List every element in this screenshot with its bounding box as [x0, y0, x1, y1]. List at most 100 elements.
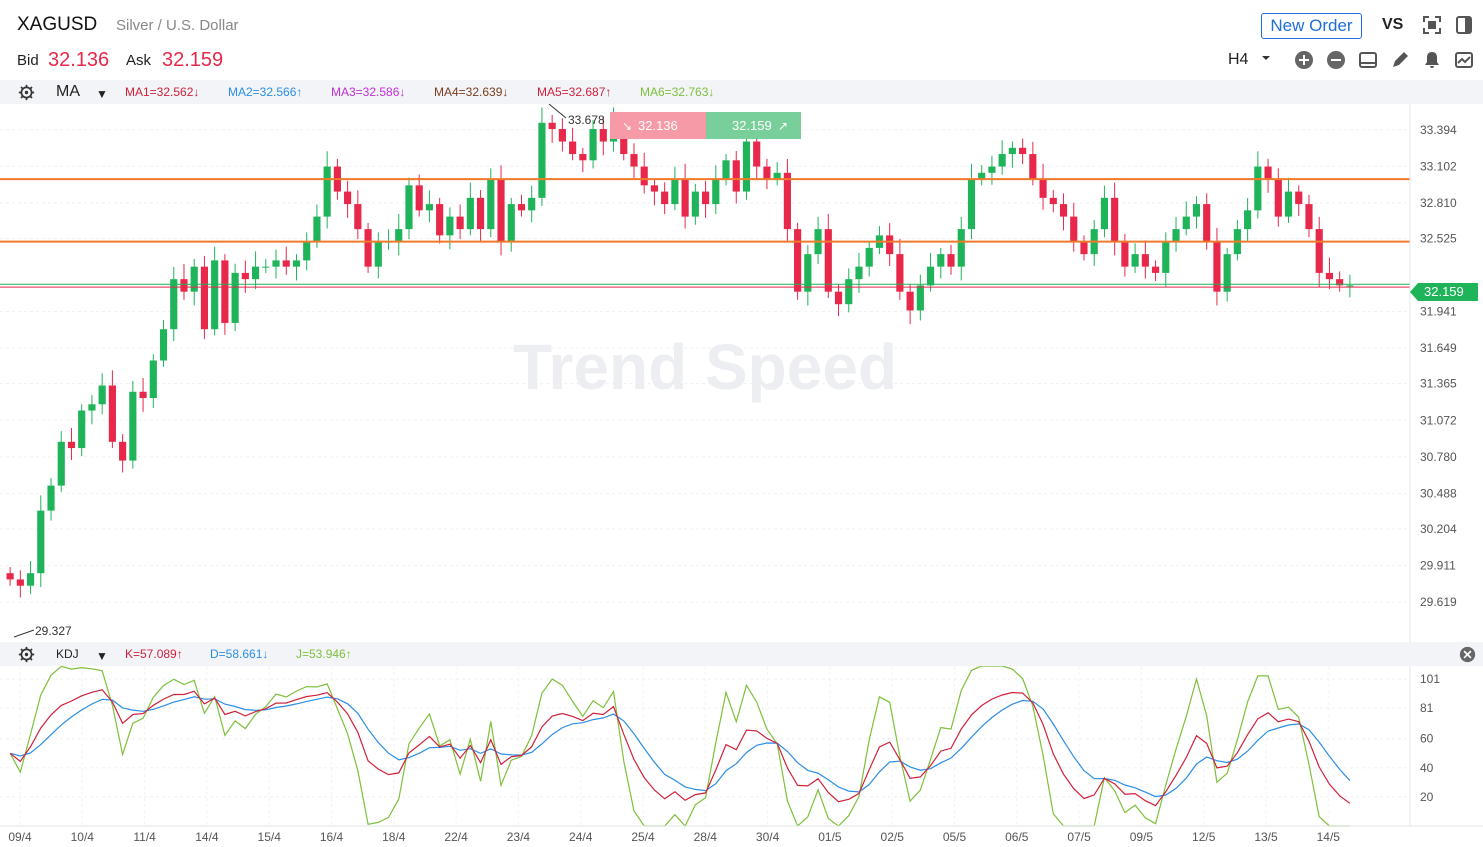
candle-body	[1274, 179, 1282, 217]
candle-body	[16, 579, 24, 586]
candle-body	[978, 172, 986, 180]
candle-body	[262, 266, 270, 268]
x-tick-label: 12/5	[1192, 830, 1216, 844]
sell-button[interactable]: ↘ 32.136	[610, 112, 706, 139]
ma-indicator-name[interactable]: MA	[56, 83, 80, 100]
candle-body	[1111, 197, 1119, 242]
candle-body	[753, 141, 761, 167]
buy-button[interactable]: 32.159 ↗	[706, 112, 801, 139]
candle-body	[1346, 285, 1354, 287]
candle-body	[78, 410, 86, 449]
kdj-tick-label: 81	[1420, 701, 1434, 715]
candle-body	[937, 254, 945, 267]
candle-body	[1192, 204, 1201, 217]
kdj-indicator-name[interactable]: KDJ	[56, 647, 79, 661]
kdj-grid	[0, 666, 1410, 826]
compare-button[interactable]: VS	[1382, 16, 1404, 33]
candle-body	[896, 254, 904, 292]
candle-body	[1305, 204, 1313, 230]
price-axis: 33.394 33.102 32.810 32.525 31.941 31.649 31.3…	[1409, 104, 1457, 642]
kdj-chart[interactable]: 101 81 60 40 20 09/4 10/4 11/4 14/4 15/4 16/4 18/4…	[0, 666, 1483, 847]
pencil-icon[interactable]	[1390, 50, 1410, 70]
gear-icon[interactable]	[18, 646, 35, 663]
candle-body	[88, 404, 96, 411]
bid-value: 32.136	[48, 49, 110, 71]
candle-body	[241, 272, 249, 280]
chevron-down-icon[interactable]: ▼	[96, 87, 108, 101]
candle-body	[558, 129, 566, 142]
ask-value: 32.159	[162, 49, 224, 71]
candle-body	[487, 179, 495, 230]
ma1-value: MA1=32.562↓	[125, 85, 200, 99]
candle-body	[446, 216, 454, 236]
zoom-in-icon[interactable]	[1294, 50, 1314, 70]
chart-settings-icon[interactable]	[1454, 50, 1474, 70]
candle-body	[354, 204, 362, 230]
candle-body	[374, 241, 382, 267]
candle-body	[119, 441, 127, 461]
x-tick-label: 14/5	[1317, 830, 1341, 844]
current-price-label: 32.159	[1424, 284, 1464, 299]
candle-body	[1080, 241, 1088, 255]
candle-body	[57, 441, 65, 486]
candle-body	[1336, 279, 1344, 286]
high-marker: 33.678	[548, 104, 605, 127]
buy-price: 32.159	[732, 118, 772, 133]
x-tick-label: 10/4	[71, 830, 95, 844]
candle-body	[538, 122, 546, 198]
candle-body	[1264, 166, 1272, 180]
candle-body	[998, 154, 1006, 167]
arrow-up-icon: ↗	[778, 119, 788, 133]
zoom-out-icon[interactable]	[1326, 50, 1346, 70]
candle-body	[957, 229, 965, 267]
candle-body	[1008, 147, 1016, 155]
y-tick-label: 29.911	[1420, 559, 1456, 573]
gear-icon[interactable]	[18, 84, 35, 101]
close-icon[interactable]	[1459, 646, 1476, 663]
candle-body	[456, 216, 464, 230]
bell-icon[interactable]	[1422, 50, 1442, 70]
layout-icon[interactable]	[1358, 50, 1378, 70]
timeframe-select[interactable]: H4	[1228, 51, 1249, 68]
x-tick-label: 05/5	[943, 830, 967, 844]
kdj-j-line	[9, 666, 1350, 828]
time-axis: 09/4 10/4 11/4 14/4 15/4 16/4 18/4 22/4 23/4 24/4…	[0, 825, 1483, 844]
kdj-lines	[9, 666, 1351, 828]
x-tick-label: 09/4	[8, 830, 32, 844]
ma4-value: MA4=32.639↓	[434, 85, 509, 99]
symbol-title: XAGUSD	[17, 14, 98, 35]
candle-body	[886, 235, 894, 255]
candle-body	[272, 260, 280, 267]
candle-body	[650, 185, 659, 192]
ma3-value: MA3=32.586↓	[331, 85, 406, 99]
candle-body	[1151, 266, 1160, 273]
new-order-button[interactable]: New Order	[1261, 13, 1362, 39]
candle-body	[1131, 254, 1139, 267]
candle-body	[742, 141, 751, 192]
kdj-k-line	[9, 689, 1351, 807]
candle-body	[26, 573, 35, 586]
price-chart[interactable]: Trend Speed 33.394 33.102 32.810 32.525 31.9…	[0, 104, 1483, 642]
candle-body	[282, 260, 290, 267]
candle-body	[732, 160, 740, 192]
candle-body	[517, 204, 526, 211]
panel-toggle-icon[interactable]	[1454, 15, 1474, 35]
candle-body	[139, 391, 147, 399]
fullscreen-icon[interactable]	[1422, 15, 1442, 35]
candle-body	[804, 254, 812, 292]
symbol-description: Silver / U.S. Dollar	[116, 17, 239, 34]
x-tick-label: 24/4	[569, 830, 593, 844]
candle-body	[589, 129, 597, 161]
candle-body	[231, 272, 239, 323]
y-tick-label: 33.102	[1420, 159, 1457, 173]
chevron-down-icon[interactable]: ▼	[96, 649, 108, 663]
candle-body	[200, 266, 209, 330]
x-tick-label: 07/5	[1067, 830, 1091, 844]
watermark: Trend Speed	[513, 331, 897, 403]
chevron-down-icon[interactable]	[1260, 52, 1272, 64]
candle-body	[466, 197, 474, 230]
candle-body	[967, 179, 976, 230]
candle-body	[159, 329, 168, 361]
candle-body	[691, 191, 699, 217]
candle-body	[865, 247, 873, 267]
